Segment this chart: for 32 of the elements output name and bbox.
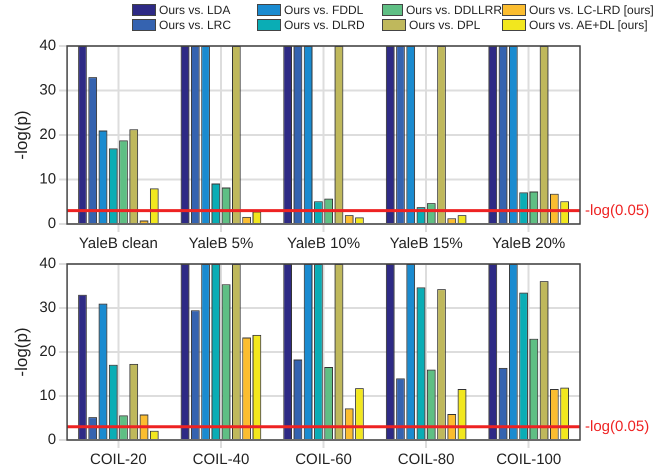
y-tick-label: 30 (39, 299, 56, 316)
y-tick-label: 40 (39, 255, 56, 272)
legend-label: Ours vs. LC-LRD [ours] (529, 2, 654, 16)
legend-label: Ours vs. DPL (409, 18, 480, 32)
y-tick-label: 40 (39, 37, 56, 54)
x-tick-label: COIL-80 (398, 451, 454, 468)
x-tick-label: YaleB clean (78, 235, 158, 252)
legend-label: Ours vs. DDLLRR (406, 2, 502, 16)
legend-label: Ours vs. FDDL (284, 2, 364, 16)
x-tick-label: YaleB 5% (188, 235, 254, 252)
x-tick-label: YaleB 15% (390, 235, 463, 252)
ref-line-label: -log(0.05) (585, 418, 650, 435)
legend-label: Ours vs. AE+DL [ours] (529, 18, 648, 32)
y-tick-label: 20 (39, 343, 56, 360)
x-tick-label: YaleB 20% (492, 235, 566, 252)
y-tick-label: 30 (39, 82, 56, 99)
x-tick-label: COIL-20 (90, 451, 147, 468)
y-axis-title: -log(p) (12, 110, 31, 160)
y-tick-label: 20 (39, 126, 56, 144)
x-tick-label: COIL-100 (496, 451, 562, 468)
ref-line-label: -log(0.05) (585, 202, 650, 219)
y-tick-label: 10 (39, 170, 56, 188)
legend-label: Ours vs. DLRD (284, 18, 365, 32)
legend-label: Ours vs. LRC (159, 18, 232, 32)
y-tick-label: 10 (39, 387, 56, 404)
x-tick-label: YaleB 10% (286, 235, 360, 252)
x-tick-label: COIL-40 (192, 451, 250, 468)
y-tick-label: 0 (48, 431, 56, 448)
y-tick-label: 0 (48, 215, 56, 232)
y-axis-title: -log(p) (12, 327, 31, 377)
legend-label: Ours vs. LDA (159, 2, 230, 16)
x-tick-label: COIL-60 (295, 451, 352, 468)
